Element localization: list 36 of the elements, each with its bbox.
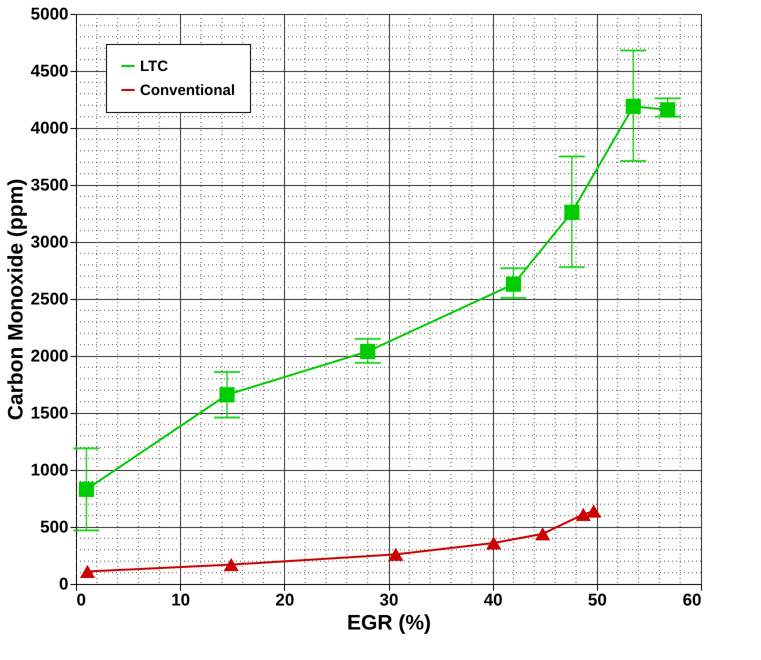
point [360, 344, 376, 360]
y-tick-label: 0 [59, 574, 68, 594]
y-tick-label: 1000 [30, 460, 68, 480]
x-tick-label: 50 [588, 590, 607, 610]
x-tick-label: 30 [380, 590, 398, 610]
point [80, 564, 96, 578]
x-axis-title: EGR (%) [347, 612, 431, 634]
point [626, 98, 641, 114]
y-tick-label: 4000 [30, 118, 68, 138]
point [535, 527, 550, 540]
point [576, 508, 591, 522]
y-tick-label: 500 [40, 518, 68, 536]
point [388, 548, 404, 561]
point [78, 482, 94, 497]
point [219, 387, 235, 402]
point [486, 536, 502, 550]
x-tick-label: 10 [171, 590, 190, 610]
y-tick-label: 3500 [30, 176, 68, 194]
y-tick-label: 4500 [30, 62, 68, 80]
y-tick-label: 2000 [30, 346, 68, 366]
y-tick-label: 2500 [30, 290, 68, 308]
y-tick-label: 5000 [30, 4, 68, 24]
point [564, 204, 580, 220]
x-tick-label: 0 [76, 590, 86, 610]
legend-label: LTC [140, 58, 168, 75]
y-axis-title: Carbon Monoxide (ppm) [4, 178, 28, 420]
point [224, 558, 239, 572]
x-tick-label: 40 [484, 590, 503, 610]
y-tick-label: 3000 [30, 232, 68, 252]
y-tick-label: 1500 [30, 404, 68, 422]
point [660, 102, 676, 118]
point [506, 276, 522, 292]
legend-label: Conventional [140, 82, 236, 99]
x-tick-label: 20 [275, 590, 294, 610]
x-tick-label: 60 [682, 590, 702, 610]
point [586, 504, 602, 518]
